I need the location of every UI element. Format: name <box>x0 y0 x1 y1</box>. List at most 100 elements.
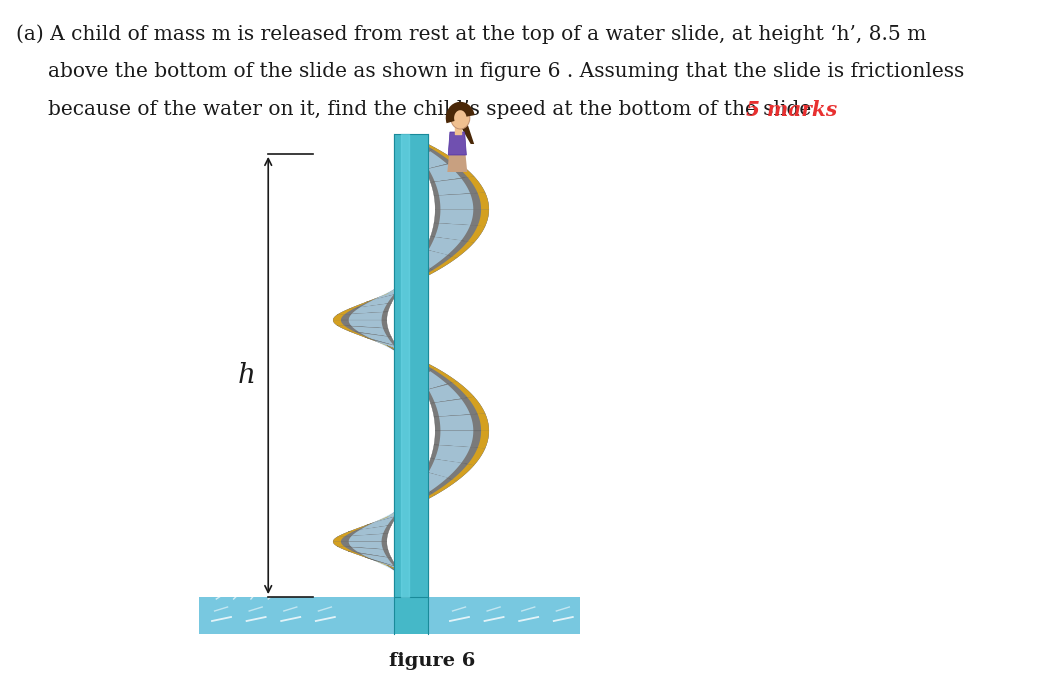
Polygon shape <box>438 431 473 447</box>
FancyBboxPatch shape <box>394 523 428 579</box>
Polygon shape <box>438 209 473 225</box>
Polygon shape <box>411 484 435 507</box>
Polygon shape <box>360 553 394 566</box>
Polygon shape <box>333 320 345 326</box>
Polygon shape <box>337 546 391 558</box>
Polygon shape <box>452 242 474 258</box>
FancyBboxPatch shape <box>394 189 428 245</box>
Polygon shape <box>411 136 435 150</box>
Polygon shape <box>448 132 466 155</box>
Polygon shape <box>387 565 411 587</box>
Polygon shape <box>387 274 411 294</box>
Polygon shape <box>374 561 402 575</box>
Polygon shape <box>434 209 489 226</box>
Polygon shape <box>468 397 485 414</box>
Polygon shape <box>348 301 370 309</box>
Polygon shape <box>452 161 474 177</box>
FancyBboxPatch shape <box>394 412 428 467</box>
Polygon shape <box>337 309 354 315</box>
FancyBboxPatch shape <box>394 356 428 412</box>
Polygon shape <box>366 557 389 567</box>
Polygon shape <box>348 331 370 338</box>
Polygon shape <box>468 176 485 193</box>
Polygon shape <box>333 533 388 542</box>
Polygon shape <box>434 193 489 209</box>
Polygon shape <box>352 547 387 557</box>
Polygon shape <box>435 223 470 240</box>
Polygon shape <box>411 356 435 378</box>
Polygon shape <box>411 270 435 284</box>
Polygon shape <box>434 431 489 449</box>
Polygon shape <box>452 381 474 398</box>
Polygon shape <box>411 356 435 369</box>
Circle shape <box>451 107 470 129</box>
Polygon shape <box>366 338 389 347</box>
Polygon shape <box>352 304 387 314</box>
Polygon shape <box>438 415 473 431</box>
Polygon shape <box>425 236 474 258</box>
Polygon shape <box>387 506 411 517</box>
Polygon shape <box>337 525 391 537</box>
Polygon shape <box>392 569 411 586</box>
Polygon shape <box>392 349 411 365</box>
FancyBboxPatch shape <box>394 134 428 189</box>
Polygon shape <box>438 194 473 209</box>
Polygon shape <box>348 551 396 567</box>
FancyBboxPatch shape <box>394 467 428 523</box>
Polygon shape <box>349 320 383 328</box>
Polygon shape <box>428 165 462 182</box>
Polygon shape <box>425 161 474 183</box>
Polygon shape <box>421 371 448 389</box>
Polygon shape <box>392 274 411 290</box>
Polygon shape <box>418 472 456 495</box>
Polygon shape <box>333 311 388 320</box>
Polygon shape <box>447 154 467 172</box>
FancyBboxPatch shape <box>394 579 428 634</box>
Polygon shape <box>348 331 396 346</box>
Polygon shape <box>411 140 430 156</box>
Polygon shape <box>392 497 411 513</box>
FancyBboxPatch shape <box>394 134 428 597</box>
Polygon shape <box>477 431 489 449</box>
Polygon shape <box>387 345 411 357</box>
Polygon shape <box>348 524 370 532</box>
Polygon shape <box>374 340 402 355</box>
Polygon shape <box>348 516 396 532</box>
Polygon shape <box>333 542 388 550</box>
Polygon shape <box>477 209 489 226</box>
Polygon shape <box>425 381 474 403</box>
Polygon shape <box>337 546 354 552</box>
Polygon shape <box>421 473 448 491</box>
Polygon shape <box>431 223 485 243</box>
Polygon shape <box>428 459 462 477</box>
Polygon shape <box>411 485 430 503</box>
Polygon shape <box>360 333 394 345</box>
Polygon shape <box>333 537 345 542</box>
Text: (a) A child of mass m is released from rest at the top of a water slide, at heig: (a) A child of mass m is released from r… <box>16 24 926 43</box>
Polygon shape <box>352 526 387 536</box>
FancyBboxPatch shape <box>199 597 580 634</box>
Polygon shape <box>421 152 448 169</box>
Polygon shape <box>352 327 387 336</box>
Polygon shape <box>435 445 470 463</box>
Polygon shape <box>452 464 474 481</box>
Polygon shape <box>366 506 404 526</box>
Polygon shape <box>333 315 345 320</box>
Polygon shape <box>435 178 470 196</box>
Polygon shape <box>337 531 354 537</box>
Polygon shape <box>348 294 396 309</box>
Polygon shape <box>366 516 389 526</box>
Polygon shape <box>387 282 411 294</box>
Polygon shape <box>435 399 470 417</box>
Polygon shape <box>349 534 383 542</box>
Polygon shape <box>366 557 404 577</box>
Polygon shape <box>411 262 435 284</box>
FancyBboxPatch shape <box>394 245 428 300</box>
Polygon shape <box>387 565 411 577</box>
Polygon shape <box>411 136 435 157</box>
Polygon shape <box>349 312 383 320</box>
Polygon shape <box>337 303 391 315</box>
Polygon shape <box>411 263 430 280</box>
Polygon shape <box>366 284 404 302</box>
Polygon shape <box>349 542 383 549</box>
